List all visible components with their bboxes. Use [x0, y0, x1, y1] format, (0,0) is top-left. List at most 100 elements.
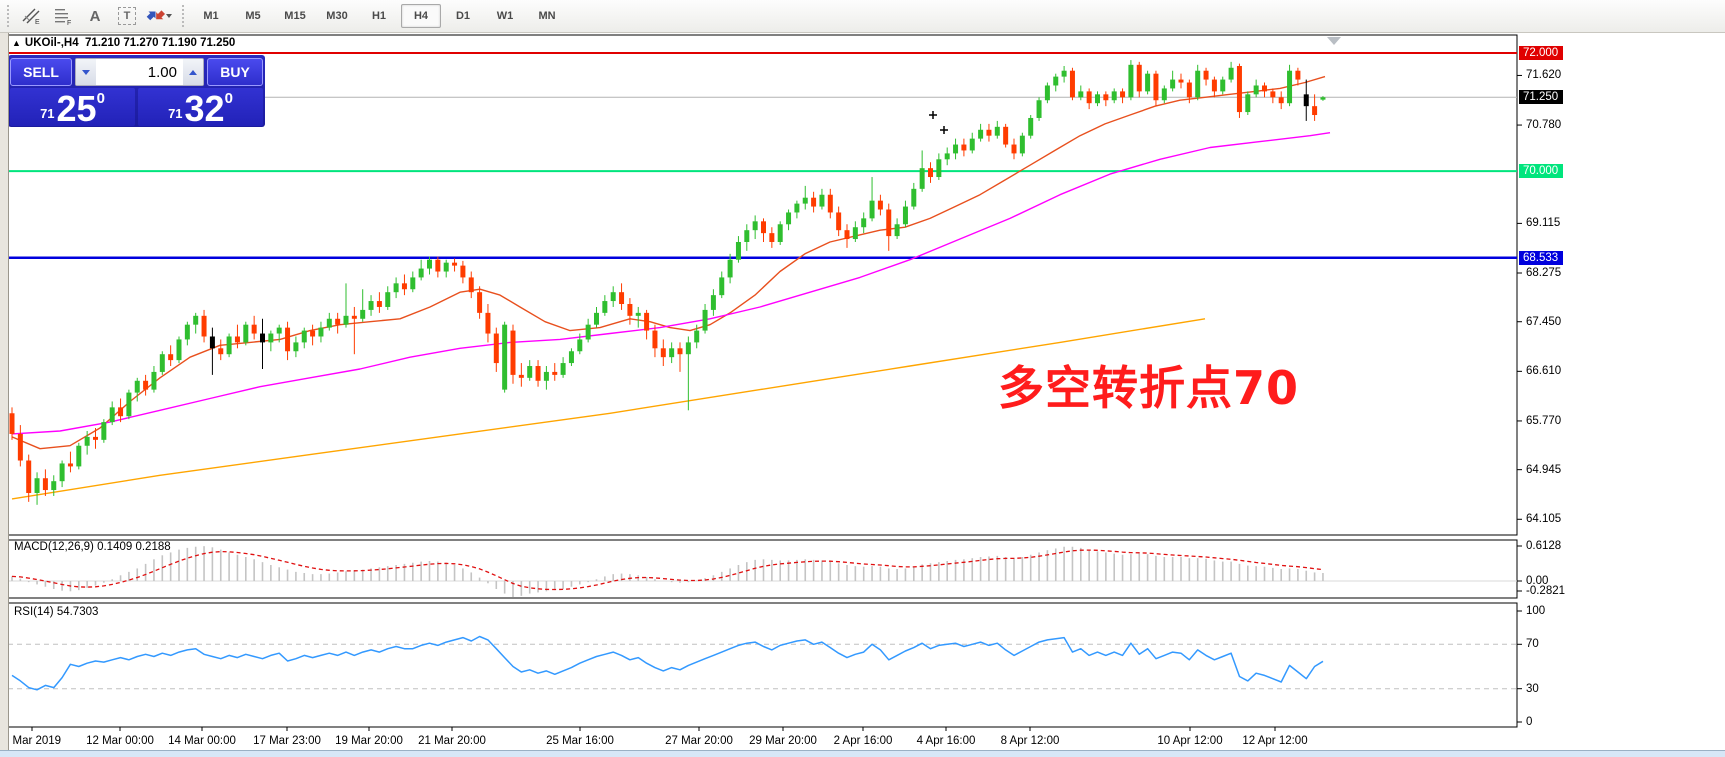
- collapse-triangle-icon[interactable]: ▲: [12, 38, 21, 48]
- timeframe-button-mn[interactable]: MN: [538, 10, 556, 22]
- candle-body: [752, 221, 758, 231]
- candle-body: [234, 336, 240, 343]
- text-label-icon[interactable]: T: [114, 4, 140, 28]
- time-axis-label: 8 Apr 12:00: [1000, 735, 1060, 747]
- candle-body: [168, 354, 174, 361]
- candle-body: [819, 194, 825, 207]
- price-axis-label: 69.115: [1526, 217, 1561, 230]
- candle-body: [293, 342, 299, 352]
- candle-body: [961, 144, 967, 151]
- candle-body: [702, 309, 708, 331]
- candle-body: [877, 200, 883, 210]
- timeframe-button-m5[interactable]: M5: [245, 10, 261, 22]
- macd-axis-label: 0.6128: [1526, 540, 1562, 552]
- ma-mid-line: [11, 132, 1331, 435]
- arrows-icon[interactable]: [146, 4, 172, 28]
- candle-body: [1303, 94, 1309, 107]
- volume-input[interactable]: [96, 59, 183, 85]
- candle-body: [435, 259, 441, 272]
- scroll-end-marker-icon[interactable]: [1327, 37, 1341, 45]
- candle-body: [844, 230, 850, 240]
- candle-body: [894, 224, 900, 237]
- candle-body: [786, 212, 792, 225]
- candle-body: [669, 348, 675, 358]
- volume-decrease-button[interactable]: [76, 59, 96, 85]
- candle-body: [318, 327, 324, 337]
- volume-increase-button[interactable]: [183, 59, 203, 85]
- chart-ohlc: 71.210 71.270 71.190 71.250: [84, 37, 236, 49]
- buy-button[interactable]: BUY: [207, 58, 263, 86]
- timeframe-button-m30[interactable]: M30: [326, 10, 348, 22]
- candle-body: [585, 324, 591, 340]
- candle-body: [1120, 91, 1126, 98]
- candle-body: [76, 445, 82, 467]
- candle-body: [1312, 106, 1318, 116]
- sell-price-display[interactable]: 71 25 0: [10, 88, 135, 127]
- candle-body: [1011, 144, 1017, 154]
- candle-body: [427, 259, 432, 269]
- candle-body: [1178, 79, 1184, 83]
- candle-body: [443, 262, 449, 272]
- timeframe-button-w1[interactable]: W1: [496, 10, 514, 22]
- candle-body: [660, 348, 666, 358]
- candle-body: [9, 413, 15, 434]
- text-icon[interactable]: A: [89, 7, 101, 25]
- macd-panel-frame: [7, 539, 1518, 599]
- candle-body: [360, 309, 366, 319]
- timeframe-button-d1[interactable]: D1: [455, 10, 471, 22]
- candle-body: [727, 259, 733, 278]
- timeframe-button-m1[interactable]: M1: [203, 10, 219, 22]
- candle-body: [326, 318, 332, 328]
- price-axis-label: 64.105: [1526, 513, 1562, 526]
- candle-body: [376, 301, 382, 307]
- toolbar-grip[interactable]: [4, 5, 11, 27]
- candle-body: [159, 354, 165, 372]
- candle-body: [1253, 85, 1259, 95]
- candle-body: [134, 380, 140, 393]
- time-axis-label: 17 Mar 23:00: [253, 735, 321, 747]
- candle-body: [393, 283, 399, 293]
- candle-body: [811, 197, 817, 207]
- candle-body: [1044, 85, 1050, 101]
- price-axis-label: 66.610: [1526, 365, 1562, 378]
- candle-body: [802, 197, 808, 204]
- candle-body: [635, 312, 641, 316]
- candle-body: [552, 371, 558, 375]
- timeframe-button-h1[interactable]: H1: [371, 10, 387, 22]
- sell-button[interactable]: SELL: [10, 58, 72, 86]
- candle-body: [101, 422, 107, 440]
- rsi-panel-frame: [7, 602, 1518, 728]
- fibonacci-icon[interactable]: F: [50, 4, 76, 28]
- candle-body: [1236, 65, 1242, 113]
- candle-body: [1228, 67, 1234, 80]
- candle-body: [594, 312, 599, 325]
- candle-body: [26, 460, 32, 493]
- candle-body: [268, 333, 274, 343]
- equidistant-channel-icon[interactable]: E: [18, 4, 44, 28]
- buy-price-big: 32: [184, 88, 225, 129]
- macd-axis-label: -0.2821: [1526, 585, 1566, 597]
- candle-body: [886, 209, 892, 237]
- candle-body: [719, 277, 725, 296]
- candle-body: [226, 336, 232, 355]
- candle-body: [1103, 94, 1109, 101]
- candle-body: [761, 221, 766, 234]
- candle-body: [911, 188, 917, 207]
- candle-body: [335, 318, 341, 325]
- toolbar: E F A T M1 M5 M15 M30 H1 H4 D1 W1 MN: [0, 0, 1725, 33]
- candle-body: [861, 218, 867, 228]
- candle-body: [527, 366, 533, 378]
- buy-price-prefix: 71: [168, 106, 183, 121]
- candle-body: [735, 241, 741, 260]
- toolbar-grip[interactable]: [179, 5, 186, 27]
- candle-body: [243, 324, 249, 343]
- price-axis-highlight-68.533: 68.533: [1519, 250, 1564, 265]
- candle-body: [1003, 126, 1009, 145]
- timeframe-button-m15[interactable]: M15: [284, 10, 306, 22]
- candle-body: [769, 233, 775, 242]
- buy-price-display[interactable]: 71 32 0: [138, 88, 263, 129]
- price-axis-label: 64.945: [1526, 463, 1562, 476]
- candle-body: [902, 206, 908, 225]
- timeframe-button-h4[interactable]: H4: [401, 4, 441, 28]
